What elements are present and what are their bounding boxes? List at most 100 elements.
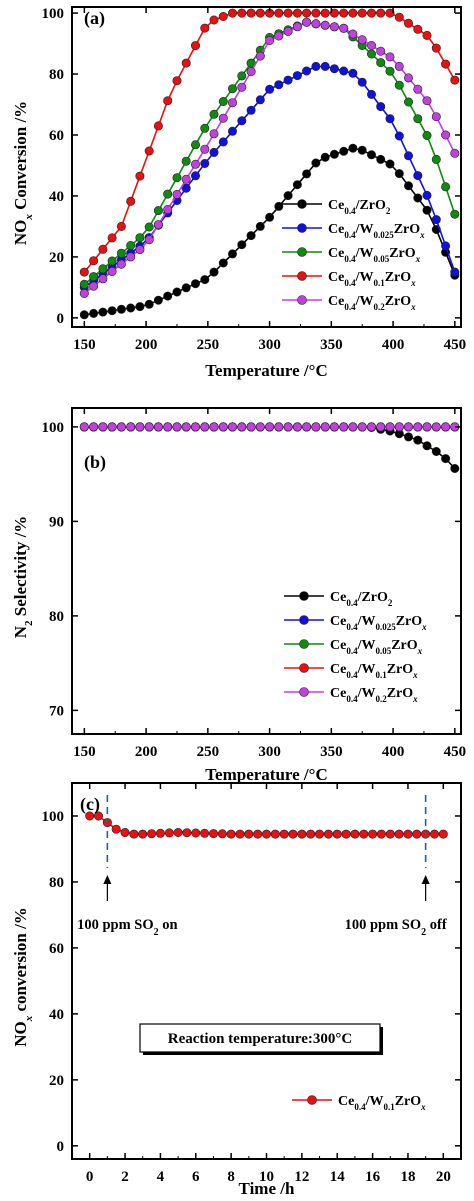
x-tick-label: 6 xyxy=(192,1169,200,1185)
x-tick-label: 14 xyxy=(330,1169,346,1185)
data-point xyxy=(376,154,386,164)
data-point xyxy=(292,422,302,432)
data-point xyxy=(323,829,333,839)
data-point xyxy=(339,422,349,432)
data-point xyxy=(246,67,256,77)
panel-c-y-axis-title: NOx conversion /% xyxy=(11,907,35,1047)
panel-a-frame xyxy=(71,6,462,328)
data-point xyxy=(79,310,89,320)
data-point xyxy=(376,422,386,432)
data-point xyxy=(292,180,302,190)
data-point xyxy=(116,248,126,258)
legend-label: Ce0.4/W0.025ZrOx xyxy=(328,222,425,240)
legend-label: Ce0.4/W0.1ZrOx xyxy=(330,662,418,680)
data-point xyxy=(412,829,422,839)
data-point xyxy=(339,146,349,156)
x-tick-label: 200 xyxy=(135,337,158,353)
data-point xyxy=(431,112,441,122)
data-point xyxy=(394,169,404,179)
data-point xyxy=(320,422,330,432)
data-point xyxy=(153,422,163,432)
data-point xyxy=(107,266,117,276)
data-point xyxy=(348,143,358,153)
data-point xyxy=(292,22,302,32)
y-tick-label: 80 xyxy=(49,609,64,625)
data-point xyxy=(98,244,108,254)
data-point xyxy=(385,159,395,169)
legend-swatch-marker xyxy=(297,223,307,233)
data-point xyxy=(135,422,145,432)
data-point xyxy=(431,43,441,53)
data-point xyxy=(120,827,130,837)
y-tick-label: 40 xyxy=(49,1007,64,1023)
data-point xyxy=(348,29,358,39)
data-point xyxy=(246,422,256,432)
data-point xyxy=(441,182,451,192)
panel-c: 0 2 4 6 8 10 12 14 16 18 20 0 20 40 60 80 100 (c) Time /… xyxy=(11,782,462,1198)
data-point xyxy=(261,829,271,839)
data-point xyxy=(339,23,349,33)
data-point xyxy=(181,58,191,68)
data-point xyxy=(441,241,451,251)
legend-swatch-marker xyxy=(297,199,307,209)
data-point xyxy=(191,171,201,181)
data-point xyxy=(283,191,293,201)
data-point xyxy=(237,8,247,18)
data-point xyxy=(394,80,404,90)
panel-c-marks xyxy=(85,811,448,839)
data-point xyxy=(297,829,307,839)
data-point xyxy=(314,829,324,839)
data-point xyxy=(116,221,126,231)
legend-label: Ce0.4/W0.05ZrOx xyxy=(330,638,423,656)
data-point xyxy=(431,446,441,456)
data-point xyxy=(341,829,351,839)
data-point xyxy=(311,422,321,432)
data-point xyxy=(181,183,191,193)
data-point xyxy=(311,158,321,168)
data-point xyxy=(218,422,228,432)
data-point xyxy=(329,22,339,32)
data-point xyxy=(320,20,330,30)
data-point xyxy=(394,131,404,141)
panel-a-legend: Ce0.4/ZrO2 Ce0.4/W0.025ZrOx Ce0.4/W0.05ZrO… xyxy=(282,198,425,312)
data-point xyxy=(366,150,376,160)
data-point xyxy=(320,61,330,71)
y-tick-label: 100 xyxy=(42,6,65,22)
panel-c-annotations: 100 ppm SO2 on 100 ppm SO2 off xyxy=(77,795,447,938)
legend-swatch-marker xyxy=(297,271,307,281)
data-point xyxy=(306,829,316,839)
data-point xyxy=(246,105,256,115)
x-tick-label: 400 xyxy=(382,337,405,353)
data-point xyxy=(155,828,165,838)
legend-label: Ce0.4/W0.1ZrOx xyxy=(338,1094,426,1112)
panel-a-ticks: 150 200 250 300 350 400 450 0 20 40 60 80 100 xyxy=(42,6,467,353)
data-point xyxy=(441,422,451,432)
data-point xyxy=(403,422,413,432)
data-point xyxy=(209,829,219,839)
panel-b-x-axis-title: Temperature /°C xyxy=(205,765,327,784)
annotation-label: 100 ppm SO2 on xyxy=(77,917,178,938)
data-point xyxy=(246,231,256,241)
x-tick-label: 10 xyxy=(259,1169,274,1185)
data-point xyxy=(172,76,182,86)
data-point xyxy=(147,829,157,839)
data-point xyxy=(181,283,191,293)
data-point xyxy=(394,422,404,432)
x-tick-label: 450 xyxy=(444,337,467,353)
data-point xyxy=(441,454,451,464)
x-tick-label: 350 xyxy=(320,744,343,760)
panel-a-marks xyxy=(79,8,460,320)
data-point xyxy=(422,30,432,40)
data-point xyxy=(403,73,413,83)
data-point xyxy=(85,811,95,821)
data-point xyxy=(153,295,163,305)
y-tick-label: 70 xyxy=(49,703,64,719)
data-point xyxy=(283,8,293,18)
data-point xyxy=(153,206,163,216)
data-point xyxy=(218,137,228,147)
data-point xyxy=(144,222,154,232)
data-point xyxy=(228,422,238,432)
note-box-text: Reaction temperature:300°C xyxy=(168,1031,352,1047)
data-point xyxy=(302,17,312,27)
data-point xyxy=(79,279,89,289)
